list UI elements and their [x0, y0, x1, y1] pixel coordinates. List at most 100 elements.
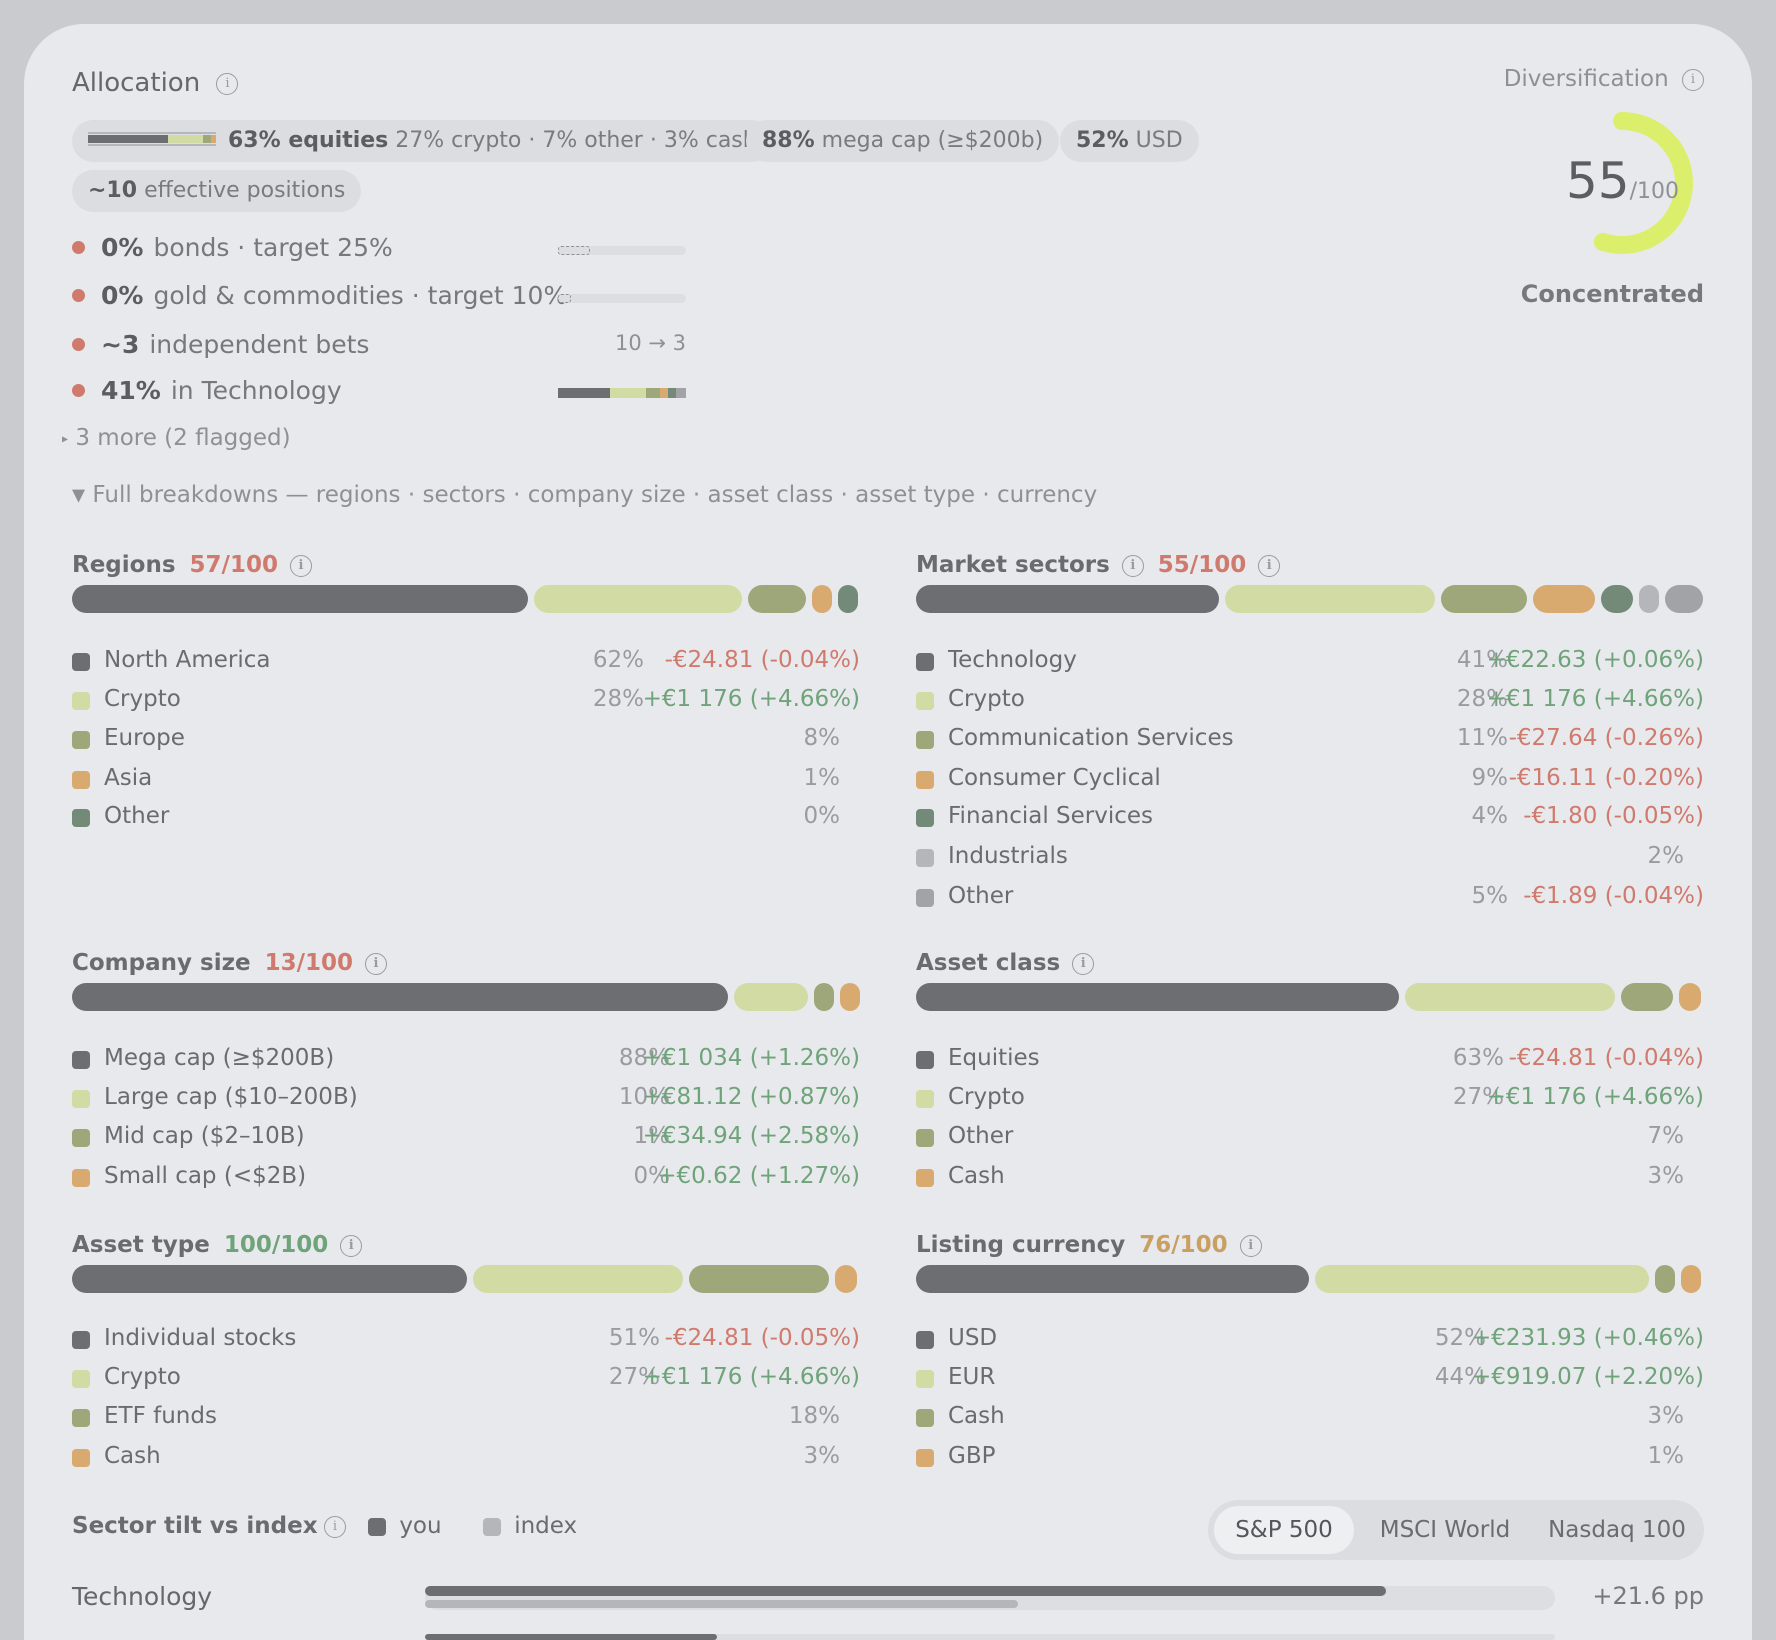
- info-icon[interactable]: i: [289, 554, 312, 577]
- info-icon[interactable]: i: [1072, 952, 1095, 975]
- legend-change: +€0.62 (+1.27%): [657, 1163, 860, 1189]
- asset-mix-chip[interactable]: 63% equities 27% crypto · 7% other · 3% …: [72, 120, 773, 162]
- bar-segment[interactable]: [1533, 585, 1595, 613]
- bar-segment[interactable]: [473, 1265, 683, 1293]
- legend-row[interactable]: Crypto 28% +€1 176 (+4.66%): [916, 684, 1704, 714]
- bar-segment[interactable]: [916, 983, 1399, 1011]
- bar-segment[interactable]: [734, 983, 808, 1011]
- legend-swatch: [72, 771, 90, 789]
- legend-swatch: [916, 1090, 934, 1108]
- section-score: 76/100: [1139, 1232, 1228, 1258]
- info-icon[interactable]: i: [1239, 1234, 1262, 1257]
- legend-percent: 3%: [1647, 1163, 1685, 1189]
- asset-mix-mini-bar: [88, 132, 216, 146]
- legend-row[interactable]: Communication Services 11% -€27.64 (-0.26%…: [916, 723, 1704, 753]
- full-breakdowns-toggle[interactable]: ▼ Full breakdowns — regions · sectors · …: [72, 482, 1098, 508]
- legend-swatch: [72, 1129, 90, 1147]
- legend-row[interactable]: Cash 3%: [72, 1441, 860, 1471]
- legend-swatch: [72, 1090, 90, 1108]
- legend-swatch: [916, 653, 934, 671]
- tab-nasdaq-100[interactable]: Nasdaq 100: [1548, 1517, 1686, 1543]
- section-title: Asset class i: [916, 950, 1095, 976]
- bar-segment[interactable]: [814, 983, 834, 1011]
- bar-segment[interactable]: [1405, 983, 1615, 1011]
- legend-row[interactable]: Industrials 2%: [916, 841, 1704, 871]
- bar-segment[interactable]: [1441, 585, 1527, 613]
- bar-segment[interactable]: [72, 1265, 467, 1293]
- bar-segment[interactable]: [748, 585, 806, 613]
- info-icon[interactable]: i: [216, 72, 239, 95]
- legend-row[interactable]: Consumer Cyclical 9% -€16.11 (-0.20%): [916, 763, 1704, 793]
- section-title: Listing currency 76/100 i: [916, 1232, 1262, 1258]
- bar-segment[interactable]: [1665, 585, 1703, 613]
- bar-segment[interactable]: [1655, 1265, 1675, 1293]
- legend-row[interactable]: Technology 41% +€22.63 (+0.06%): [916, 645, 1704, 675]
- legend-row[interactable]: Equities 63% -€24.81 (-0.04%): [916, 1043, 1704, 1073]
- section-title: Regions 57/100 i: [72, 552, 312, 578]
- bar-segment[interactable]: [916, 585, 1219, 613]
- legend-row[interactable]: Crypto 28% +€1 176 (+4.66%): [72, 684, 860, 714]
- legend-you-swatch: [368, 1517, 386, 1536]
- bar-segment[interactable]: [916, 1265, 1309, 1293]
- legend-swatch: [72, 731, 90, 749]
- bar-segment[interactable]: [1225, 585, 1435, 613]
- legend-row[interactable]: Individual stocks 51% -€24.81 (-0.05%): [72, 1323, 860, 1353]
- bar-segment[interactable]: [840, 983, 860, 1011]
- legend-label: Other: [948, 1123, 1014, 1149]
- legend-swatch: [916, 889, 934, 907]
- legend-row[interactable]: Other 5% -€1.89 (-0.04%): [916, 881, 1704, 911]
- legend-row[interactable]: Other 7%: [916, 1121, 1704, 1151]
- legend-row[interactable]: Crypto 27% +€1 176 (+4.66%): [916, 1082, 1704, 1112]
- info-icon[interactable]: i: [1121, 554, 1144, 577]
- legend-row[interactable]: Other 0%: [72, 801, 860, 831]
- legend-row[interactable]: Crypto 27% +€1 176 (+4.66%): [72, 1362, 860, 1392]
- bar-segment[interactable]: [1621, 983, 1673, 1011]
- diversification-gauge: [1593, 112, 1693, 254]
- legend-row[interactable]: Large cap ($10–200B) 10% +€81.12 (+0.87%): [72, 1082, 860, 1112]
- bar-segment[interactable]: [689, 1265, 829, 1293]
- bar-segment[interactable]: [534, 585, 742, 613]
- bar-segment[interactable]: [72, 585, 528, 613]
- legend-swatch: [72, 1331, 90, 1349]
- info-icon[interactable]: i: [324, 1516, 346, 1538]
- legend-percent: 62%: [592, 647, 644, 673]
- allocation-bar: [916, 585, 1704, 613]
- legend-percent: 1%: [803, 765, 841, 791]
- bar-segment[interactable]: [1315, 1265, 1649, 1293]
- bar-segment[interactable]: [72, 983, 728, 1011]
- bar-segment[interactable]: [838, 585, 858, 613]
- legend-row[interactable]: Asia 1%: [72, 763, 860, 793]
- bar-segment[interactable]: [812, 585, 832, 613]
- legend-change: +€1 176 (+4.66%): [1486, 686, 1704, 712]
- info-icon[interactable]: i: [365, 952, 387, 975]
- bar-segment[interactable]: [1601, 585, 1633, 613]
- info-icon[interactable]: i: [1682, 68, 1704, 91]
- legend-row[interactable]: GBP 1%: [916, 1441, 1704, 1471]
- legend-row[interactable]: Mid cap ($2–10B) 1% +€34.94 (+2.58%): [72, 1121, 860, 1151]
- legend-row[interactable]: Small cap (<$2B) 0% +€0.62 (+1.27%): [72, 1161, 860, 1191]
- legend-row[interactable]: North America 62% -€24.81 (-0.04%): [72, 645, 860, 675]
- bar-segment[interactable]: [1639, 585, 1659, 613]
- tab-sp500[interactable]: S&P 500: [1214, 1506, 1354, 1554]
- legend-percent: 10%: [618, 1084, 670, 1110]
- effective-positions-chip[interactable]: ~10 effective positions: [72, 170, 362, 212]
- legend-label: Crypto: [948, 686, 1025, 712]
- legend-row[interactable]: EUR 44% +€919.07 (+2.20%): [916, 1362, 1704, 1392]
- bar-segment[interactable]: [1681, 1265, 1701, 1293]
- usd-chip[interactable]: 52% USD: [1060, 120, 1199, 162]
- legend-row[interactable]: ETF funds 18%: [72, 1401, 860, 1431]
- legend-row[interactable]: Mega cap (≥$200B) 88% +€1 034 (+1.26%): [72, 1043, 860, 1073]
- info-icon[interactable]: i: [340, 1234, 363, 1257]
- legend-row[interactable]: Cash 3%: [916, 1161, 1704, 1191]
- tab-msci-world[interactable]: MSCI World: [1379, 1517, 1511, 1543]
- mega-cap-chip[interactable]: 88% mega cap (≥$200b): [746, 120, 1060, 162]
- legend-row[interactable]: Europe 8%: [72, 723, 860, 753]
- legend-row[interactable]: USD 52% +€231.93 (+0.46%): [916, 1323, 1704, 1353]
- legend-row[interactable]: Financial Services 4% -€1.80 (-0.05%): [916, 801, 1704, 831]
- more-flags-toggle[interactable]: ▸ 3 more (2 flagged): [62, 425, 291, 451]
- legend-label: Industrials: [948, 843, 1068, 869]
- legend-row[interactable]: Cash 3%: [916, 1401, 1704, 1431]
- bar-segment[interactable]: [1679, 983, 1701, 1011]
- bar-segment[interactable]: [835, 1265, 857, 1293]
- info-icon[interactable]: i: [1258, 554, 1281, 577]
